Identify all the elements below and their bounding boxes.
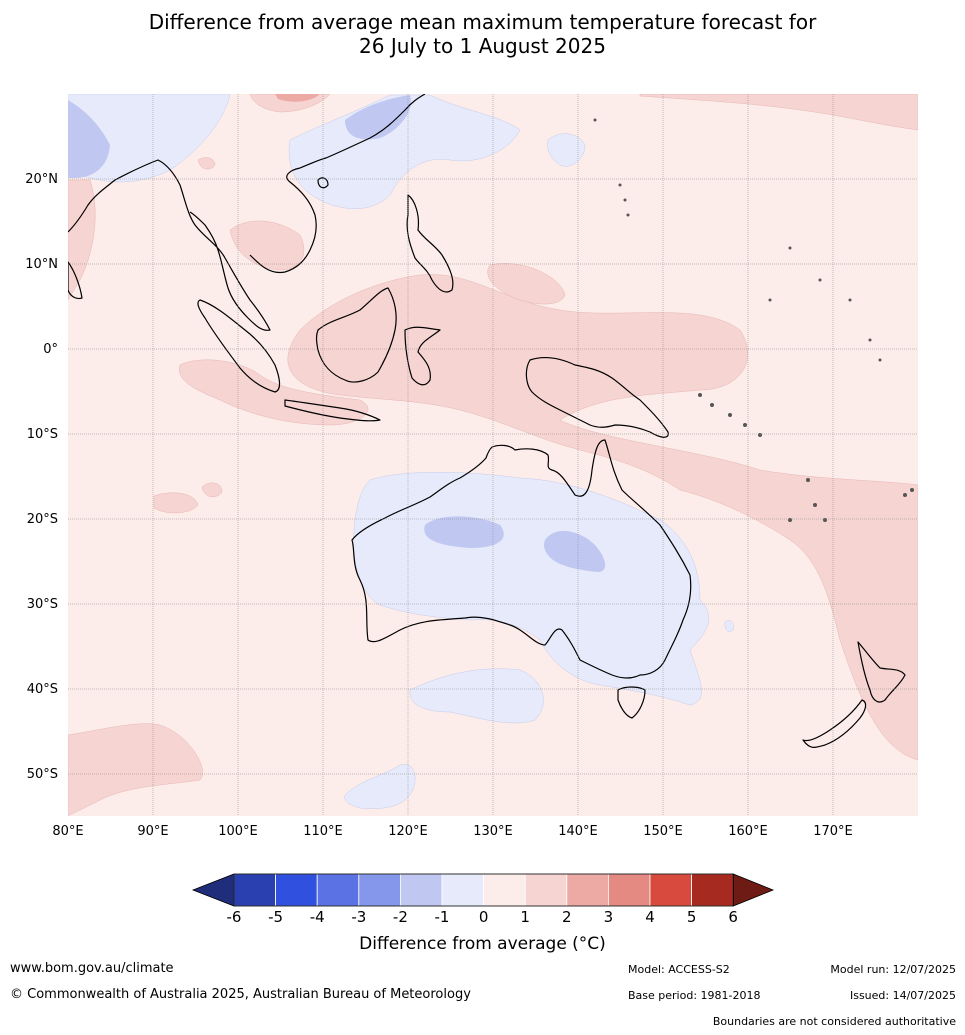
colorbar-swatch [316, 873, 360, 907]
colorbar-swatch [608, 873, 651, 907]
base-period-text: Base period: 1981-2018 [628, 989, 761, 1002]
lon-label: 80°E [52, 824, 83, 839]
australia-coastline [351, 439, 692, 679]
lat-label: 50°S [27, 767, 58, 782]
sulawesi-coastline [404, 326, 441, 386]
colorbar-swatch [691, 873, 734, 907]
colorbar-outline [233, 873, 734, 907]
colorbar-arrow-low [191, 873, 235, 907]
latitude-labels: 20°N 10°N 0° 10°S 20°S 30°S 40°S 50°S [25, 172, 58, 782]
lon-label: 160°E [728, 824, 768, 839]
colorbar: -6 -5 -4 -3 -2 -1 0 1 2 3 4 5 6 [191, 873, 775, 926]
colorbar-tick-label: -3 [351, 908, 366, 926]
colorbar-tick-label: 1 [520, 908, 530, 926]
lat-label: 30°S [27, 597, 58, 612]
asia-coastline [68, 94, 426, 331]
colorbar-swatch [566, 873, 609, 907]
grid-lines [68, 94, 918, 816]
lat-label: 20°S [27, 512, 58, 527]
colorbar-swatch [649, 873, 692, 907]
model-run-text: Model run: 12/07/2025 [830, 963, 956, 976]
lon-label: 90°E [137, 824, 168, 839]
colorbar-tick-label: -4 [310, 908, 325, 926]
title-line-1: Difference from average mean maximum tem… [148, 10, 817, 34]
java-coastline [284, 399, 381, 422]
copyright-text: © Commonwealth of Australia 2025, Austra… [10, 987, 471, 1002]
colorbar-tick-label: -2 [393, 908, 408, 926]
title-line-2: 26 July to 1 August 2025 [359, 34, 606, 58]
colorbar-swatch [524, 873, 568, 907]
colorbar-swatch [233, 873, 276, 907]
philippines-coastline [406, 194, 454, 293]
new-zealand-north-coastline [857, 641, 906, 703]
new-guinea-coastline [525, 356, 669, 438]
warm-anomaly-core [275, 94, 320, 102]
colorbar-tick-label: -5 [268, 908, 283, 926]
new-zealand-south-coastline [802, 699, 867, 748]
lon-label: 140°E [558, 824, 598, 839]
lon-label: 110°E [303, 824, 343, 839]
colorbar-tick-label: 2 [562, 908, 572, 926]
colorbar-tick-label: 6 [728, 908, 738, 926]
colorbar-swatch [483, 873, 526, 907]
colorbar-label: Difference from average (°C) [359, 934, 606, 954]
colorbar-tick-label: -6 [227, 908, 242, 926]
chart-title: Difference from average mean maximum tem… [0, 10, 965, 58]
lon-label: 100°E [218, 824, 258, 839]
issued-text: Issued: 14/07/2025 [849, 989, 956, 1002]
colorbar-swatches [191, 873, 775, 907]
lon-label: 120°E [388, 824, 428, 839]
lon-label: 150°E [643, 824, 683, 839]
colorbar-arrow-high [732, 873, 775, 907]
colorbar-swatch [441, 873, 484, 907]
coastlines [68, 94, 906, 748]
colorbar-tick-labels: -6 -5 -4 -3 -2 -1 0 1 2 3 4 5 6 [227, 908, 738, 926]
colorbar-tick-label: 0 [479, 908, 489, 926]
lat-label: 40°S [27, 682, 58, 697]
tasmania-coastline [617, 686, 646, 719]
colorbar-swatch [275, 873, 318, 907]
lat-label: 20°N [25, 172, 58, 187]
lat-label: 10°S [27, 427, 58, 442]
website-link[interactable]: www.bom.gov.au/climate [10, 961, 174, 976]
model-text: Model: ACCESS-S2 [628, 963, 730, 976]
disclaimer-text: Boundaries are not considered authoritat… [712, 1015, 956, 1028]
lat-label: 10°N [25, 257, 58, 272]
lat-label: 0° [43, 342, 58, 357]
india-coastline [68, 261, 83, 300]
lon-label: 170°E [813, 824, 853, 839]
warm-anomaly-regions [68, 94, 918, 816]
colorbar-tick-label: 5 [687, 908, 697, 926]
hainan-coastline [317, 177, 329, 189]
colorbar-swatch [358, 873, 401, 907]
longitude-labels: 80°E 90°E 100°E 110°E 120°E 130°E 140°E … [52, 824, 852, 839]
borneo-coastline [315, 287, 397, 383]
forecast-map: 20°N 10°N 0° 10°S 20°S 30°S 40°S 50°S 80… [25, 94, 918, 839]
pacific-islands [593, 118, 914, 522]
sumatra-coastline [197, 299, 281, 393]
colorbar-tick-label: 3 [604, 908, 614, 926]
lon-label: 130°E [473, 824, 513, 839]
cool-anomaly-core [68, 95, 606, 572]
colorbar-tick-label: -1 [435, 908, 450, 926]
colorbar-swatch [399, 873, 443, 907]
colorbar-tick-label: 4 [645, 908, 655, 926]
